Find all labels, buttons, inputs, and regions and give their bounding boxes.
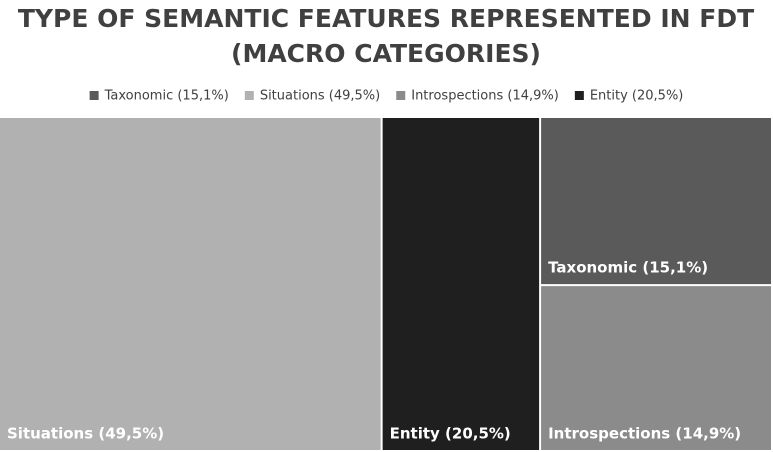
treemap-tile — [541, 118, 771, 285]
treemap-tile — [541, 286, 771, 450]
legend-swatch — [244, 91, 254, 100]
legend-label: Entity (20,5%) — [590, 89, 684, 104]
legend-swatch — [574, 91, 584, 100]
chart-title: (MACRO CATEGORIES) — [231, 39, 541, 68]
tile-label: Introspections (14,9%) — [548, 425, 741, 443]
chart-title: TYPE OF SEMANTIC FEATURES REPRESENTED IN… — [18, 4, 754, 33]
tile-label: Entity (20,5%) — [390, 425, 511, 443]
legend-swatch — [396, 91, 406, 100]
tile-label: Situations (49,5%) — [7, 425, 164, 443]
treemap-tile — [382, 118, 540, 450]
legend-label: Introspections (14,9%) — [411, 89, 559, 104]
treemap-tile — [0, 118, 381, 450]
legend-swatch — [89, 91, 99, 100]
tile-label: Taxonomic (15,1%) — [548, 259, 708, 277]
legend-label: Situations (49,5%) — [260, 89, 380, 104]
legend-label: Taxonomic (15,1%) — [104, 89, 229, 104]
